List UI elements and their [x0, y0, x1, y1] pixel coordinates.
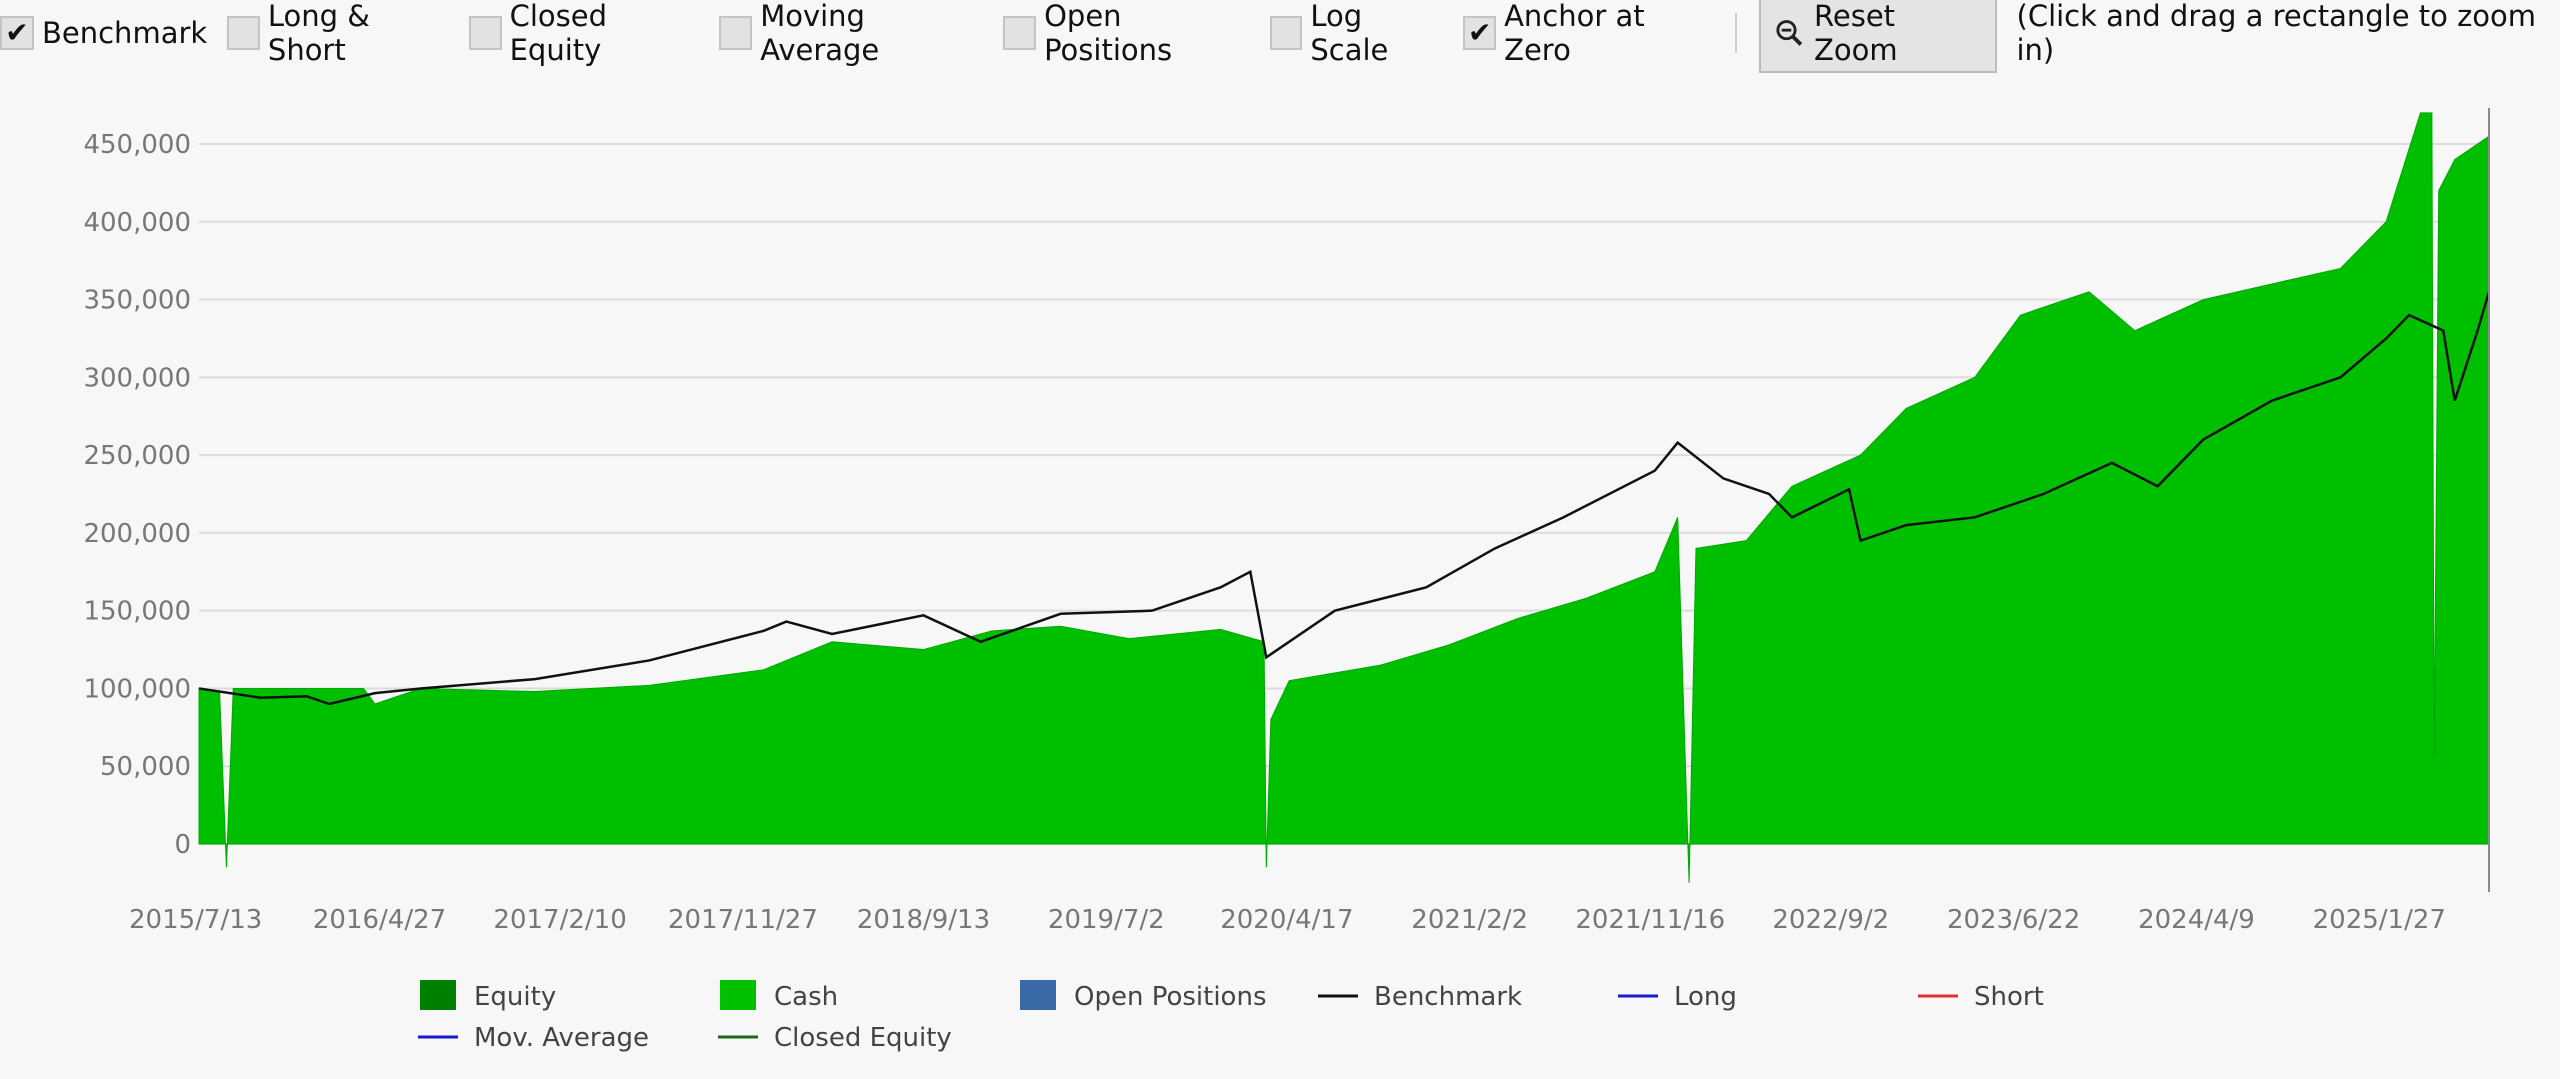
legend-label: Mov. Average	[474, 1023, 649, 1053]
x-tick-label: 2021/2/2	[1411, 905, 1528, 935]
y-tick-label: 450,000	[83, 130, 191, 160]
y-tick-label: 400,000	[83, 208, 191, 238]
checkbox-label: Moving Average	[760, 0, 880, 67]
checkbox-anchor-zero[interactable]: ✔ Anchor at Zero	[1463, 0, 1711, 67]
x-tick-label: 2021/11/16	[1575, 905, 1725, 935]
legend-swatch	[420, 980, 456, 1010]
x-tick-label: 2020/4/17	[1220, 905, 1353, 935]
x-tick-label: 2019/7/2	[1048, 905, 1165, 935]
x-tick-label: 2015/7/13	[129, 905, 262, 935]
x-tick-label: 2017/11/27	[668, 905, 818, 935]
toolbar: ✔ Benchmark Long & Short Closed Equity Mo…	[0, 0, 2560, 73]
checkbox-box	[1003, 16, 1037, 50]
checkbox-label: Long & Short	[267, 0, 370, 67]
checkbox-log-scale[interactable]: Log Scale	[1269, 0, 1444, 67]
zoom-hint: (Click and drag a rectangle to zoom in)	[2016, 0, 2537, 67]
x-tick-label: 2018/9/13	[857, 905, 990, 935]
legend-label: Open Positions	[1074, 982, 1267, 1012]
checkbox-label: Benchmark	[42, 16, 208, 50]
legend-label: Benchmark	[1374, 982, 1522, 1012]
x-tick-label: 2025/1/27	[2313, 905, 2446, 935]
checkbox-long-short[interactable]: Long & Short	[227, 0, 449, 67]
checkbox-box	[227, 16, 260, 50]
y-tick-label: 0	[174, 830, 191, 860]
checkbox-benchmark[interactable]: ✔ Benchmark	[0, 16, 207, 50]
checkbox-label: Open Positions	[1044, 0, 1173, 67]
zoom-out-icon	[1776, 20, 1803, 46]
legend-label: Closed Equity	[774, 1023, 952, 1053]
y-tick-label: 150,000	[83, 597, 191, 627]
y-tick-label: 350,000	[83, 286, 191, 316]
x-tick-label: 2024/4/9	[2138, 905, 2255, 935]
checkbox-open-positions[interactable]: Open Positions	[1003, 0, 1249, 67]
y-tick-label: 100,000	[83, 674, 191, 704]
checkbox-moving-average[interactable]: Moving Average	[719, 0, 983, 67]
x-tick-label: 2022/9/2	[1772, 905, 1889, 935]
y-tick-label: 250,000	[83, 441, 191, 471]
legend-label: Cash	[774, 982, 838, 1012]
reset-zoom-button[interactable]: Reset Zoom	[1759, 0, 1997, 73]
checkbox-closed-equity[interactable]: Closed Equity	[468, 0, 700, 67]
benchmark-line	[198, 291, 2491, 706]
x-tick-label: 2017/2/10	[493, 905, 626, 935]
checkbox-label: Anchor at Zero	[1504, 0, 1645, 67]
y-tick-label: 50,000	[100, 752, 191, 782]
checkbox-box	[1269, 16, 1303, 50]
legend-swatch	[1020, 980, 1056, 1010]
checkbox-box	[719, 16, 753, 50]
divider	[1735, 13, 1738, 53]
legend-label: Equity	[474, 982, 556, 1012]
x-tick-label: 2023/6/22	[1947, 905, 2080, 935]
legend-label: Long	[1674, 982, 1737, 1012]
y-tick-label: 200,000	[83, 519, 191, 549]
legend-label: Short	[1974, 982, 2044, 1012]
checkbox-label: Log Scale	[1310, 0, 1389, 67]
cash-area	[198, 112, 2490, 883]
reset-zoom-label: Reset Zoom	[1814, 0, 1898, 67]
check-icon: ✔	[1463, 16, 1497, 50]
checkbox-box	[468, 16, 502, 50]
check-icon: ✔	[0, 16, 34, 50]
y-tick-label: 300,000	[83, 363, 191, 393]
x-tick-label: 2016/4/27	[313, 905, 446, 935]
checkbox-label: Closed Equity	[509, 0, 608, 67]
legend-swatch	[720, 980, 756, 1010]
